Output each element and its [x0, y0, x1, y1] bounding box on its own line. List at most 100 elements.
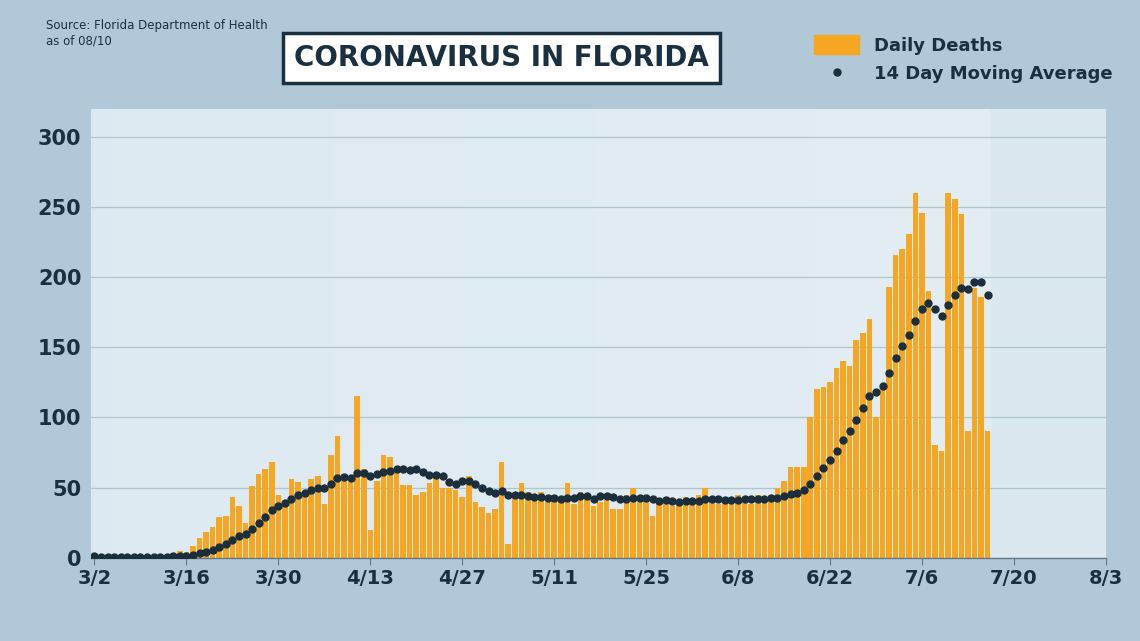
Bar: [795, 467, 800, 558]
Bar: [243, 522, 249, 558]
Bar: [526, 492, 531, 558]
Bar: [880, 389, 886, 558]
Bar: [643, 497, 649, 558]
Bar: [728, 501, 734, 558]
Bar: [893, 254, 898, 558]
Bar: [906, 234, 912, 558]
Bar: [617, 508, 622, 558]
Bar: [302, 495, 308, 558]
Bar: [611, 508, 616, 558]
Bar: [138, 555, 144, 558]
Text: Source: Florida Department of Health
as of 08/10: Source: Florida Department of Health as …: [46, 19, 267, 47]
Bar: [939, 451, 944, 558]
Bar: [912, 193, 918, 558]
Bar: [735, 495, 741, 558]
Bar: [966, 431, 970, 558]
Bar: [197, 538, 202, 558]
Bar: [459, 497, 465, 558]
Bar: [492, 508, 498, 558]
Bar: [847, 365, 853, 558]
Bar: [971, 288, 977, 558]
Bar: [557, 501, 563, 558]
Bar: [833, 369, 839, 558]
Bar: [709, 499, 715, 558]
Bar: [545, 501, 551, 558]
Bar: [775, 488, 780, 558]
Bar: [854, 340, 860, 558]
Bar: [288, 479, 294, 558]
Bar: [295, 482, 301, 558]
Bar: [742, 499, 748, 558]
Bar: [505, 544, 511, 558]
Bar: [860, 333, 865, 558]
Bar: [361, 469, 367, 558]
Legend: Daily Deaths, 14 Day Moving Average: Daily Deaths, 14 Day Moving Average: [807, 28, 1119, 90]
Bar: [676, 501, 682, 558]
Bar: [716, 504, 722, 558]
Bar: [157, 555, 163, 558]
Bar: [486, 513, 491, 558]
Bar: [335, 436, 340, 558]
Bar: [479, 507, 484, 558]
Bar: [650, 515, 656, 558]
Bar: [828, 383, 833, 558]
Bar: [150, 556, 156, 558]
Bar: [755, 495, 760, 558]
Bar: [321, 504, 327, 558]
Bar: [866, 319, 872, 558]
Bar: [282, 503, 287, 558]
Bar: [657, 501, 662, 558]
Bar: [236, 506, 242, 558]
Bar: [315, 476, 320, 558]
Bar: [663, 497, 668, 558]
Bar: [473, 501, 478, 558]
Bar: [519, 483, 524, 558]
Bar: [630, 488, 636, 558]
Bar: [933, 445, 938, 558]
Bar: [190, 546, 196, 558]
Bar: [591, 506, 596, 558]
Bar: [177, 551, 182, 558]
Bar: [597, 501, 603, 558]
Bar: [217, 517, 222, 558]
Bar: [945, 193, 951, 558]
Bar: [393, 468, 399, 558]
Bar: [748, 504, 754, 558]
Bar: [919, 213, 925, 558]
Bar: [959, 214, 964, 558]
Bar: [91, 556, 97, 558]
Bar: [210, 527, 215, 558]
Bar: [669, 506, 675, 558]
Bar: [414, 495, 420, 558]
Bar: [886, 287, 891, 558]
Bar: [367, 529, 373, 558]
Bar: [348, 482, 353, 558]
Bar: [407, 485, 413, 558]
Bar: [978, 297, 984, 558]
Bar: [531, 495, 537, 558]
Bar: [453, 490, 458, 558]
Bar: [695, 495, 701, 558]
Bar: [262, 469, 268, 558]
Bar: [722, 501, 727, 558]
Bar: [117, 556, 123, 558]
Bar: [578, 492, 584, 558]
Bar: [702, 488, 708, 558]
Bar: [637, 501, 642, 558]
Bar: [571, 504, 577, 558]
Bar: [499, 462, 504, 558]
Bar: [250, 486, 255, 558]
Bar: [683, 497, 689, 558]
Bar: [873, 417, 879, 558]
Bar: [269, 462, 275, 558]
Bar: [381, 455, 386, 558]
Bar: [145, 556, 149, 558]
Bar: [420, 492, 425, 558]
Bar: [552, 495, 557, 558]
Bar: [328, 455, 334, 558]
Bar: [374, 481, 380, 558]
Bar: [388, 456, 393, 558]
Bar: [690, 501, 695, 558]
Bar: [821, 387, 826, 558]
Bar: [447, 488, 451, 558]
